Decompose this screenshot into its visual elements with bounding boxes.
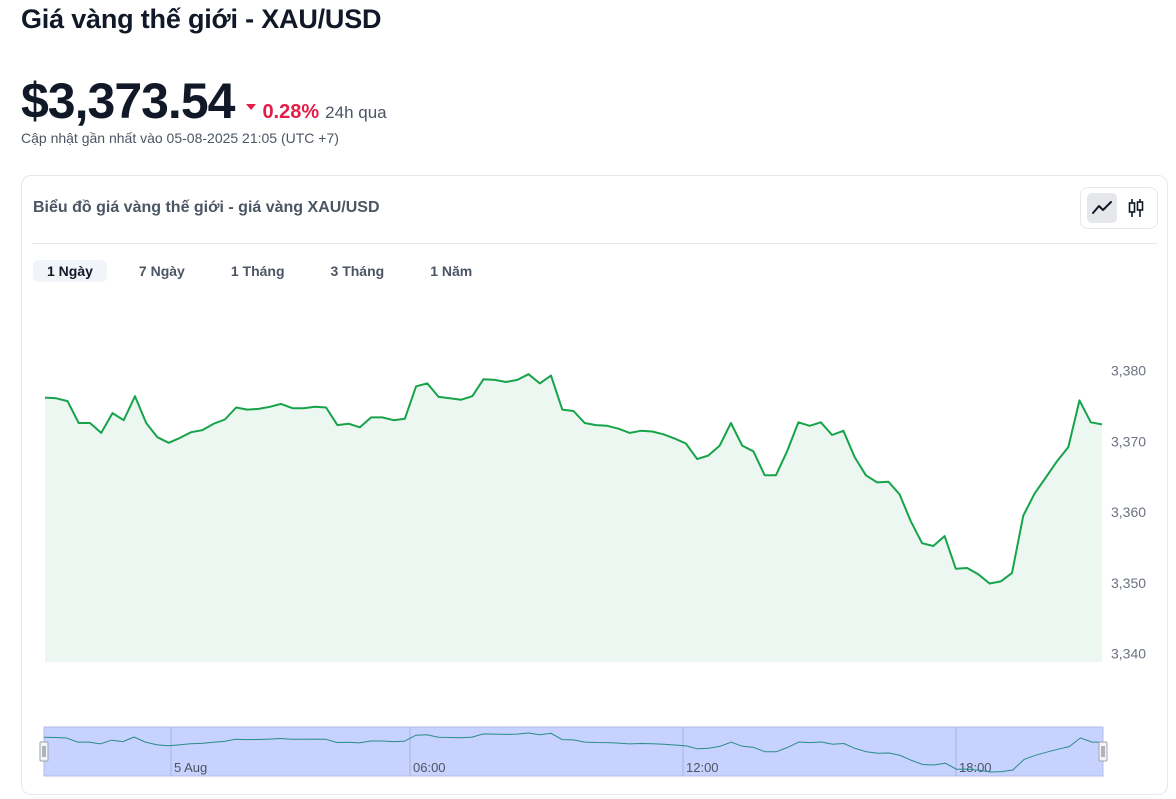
price-change-period: 24h qua bbox=[325, 103, 387, 122]
tab-7-days[interactable]: 7 Ngày bbox=[138, 263, 185, 279]
tab-1-day[interactable]: 1 Ngày bbox=[33, 260, 107, 282]
tab-1-year[interactable]: 1 Năm bbox=[430, 263, 473, 279]
tab-3-months[interactable]: 3 Tháng bbox=[330, 263, 385, 279]
current-price: $3,373.54 bbox=[21, 73, 235, 129]
timeframe-tabs: 1 Ngày 7 Ngày 1 Tháng 3 Tháng 1 Năm bbox=[33, 260, 504, 282]
chart-card-title: Biểu đồ giá vàng thế giới - giá vàng XAU… bbox=[33, 199, 380, 216]
caret-down-icon bbox=[246, 104, 257, 110]
page-title: Giá vàng thế giới - XAU/USD bbox=[21, 4, 382, 34]
candlestick-icon bbox=[1128, 199, 1144, 217]
last-updated-text: Cập nhật gần nhất vào 05-08-2025 21:05 (… bbox=[21, 130, 339, 146]
chart-view-toggle bbox=[1080, 187, 1158, 229]
line-chart-icon bbox=[1092, 201, 1112, 214]
chart-card: Biểu đồ giá vàng thế giới - giá vàng XAU… bbox=[21, 175, 1168, 795]
card-divider bbox=[32, 243, 1157, 244]
price-change-percent: 0.28% bbox=[262, 101, 320, 123]
candlestick-button[interactable] bbox=[1121, 193, 1151, 223]
line-chart-button[interactable] bbox=[1087, 193, 1117, 223]
price-row: $3,373.54 0.28% 24h qua bbox=[21, 72, 387, 130]
tab-1-month[interactable]: 1 Tháng bbox=[230, 263, 285, 279]
